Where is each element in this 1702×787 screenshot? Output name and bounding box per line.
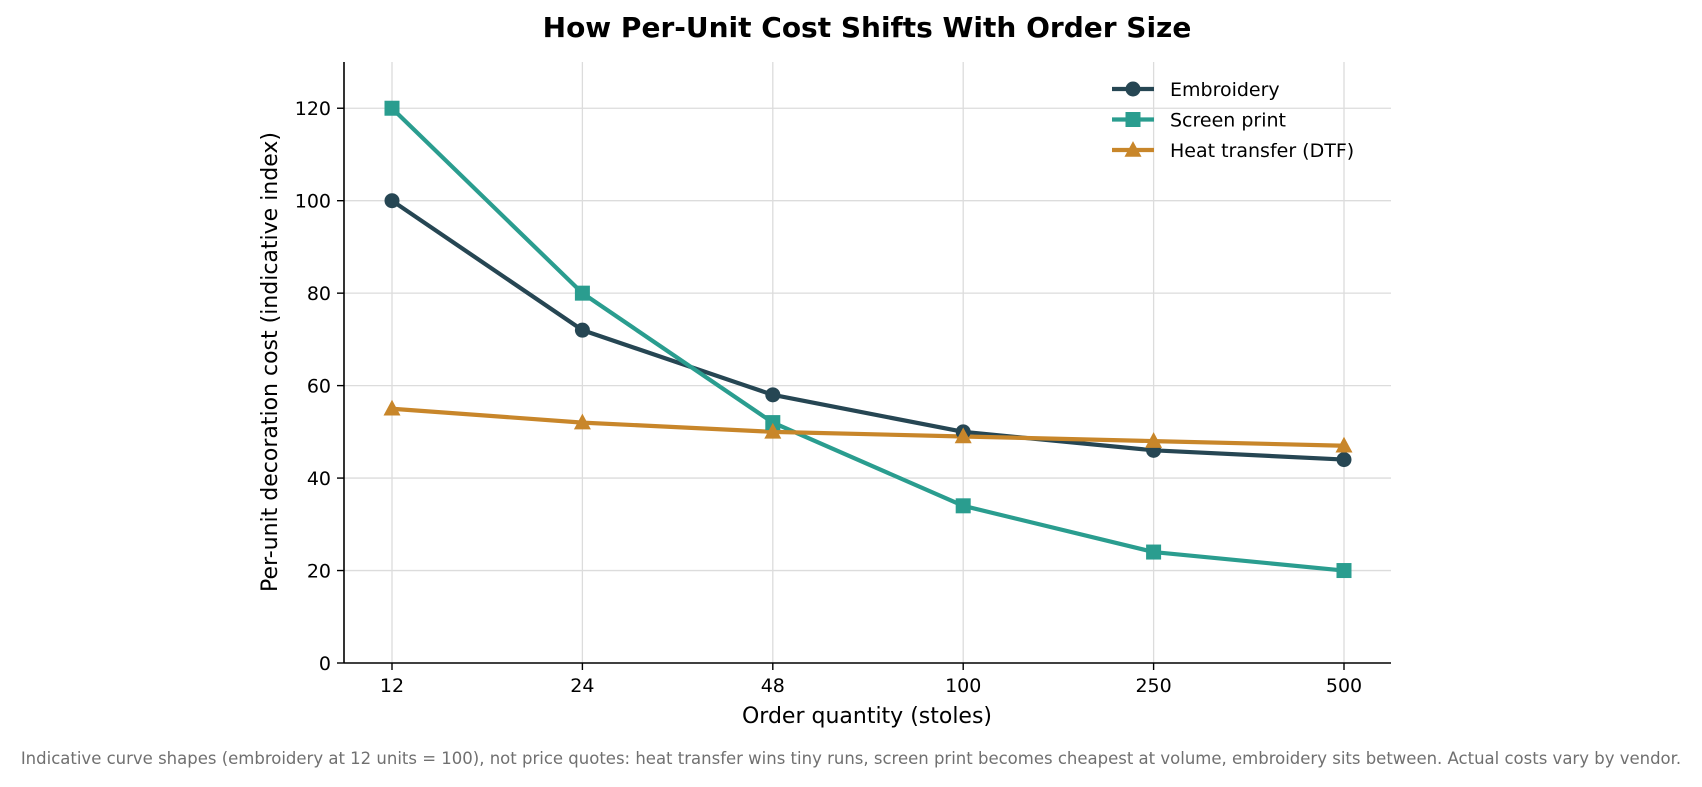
legend-marker-screen-print [1125, 112, 1141, 127]
y-tick-label: 60 [307, 376, 331, 398]
data-point-embroidery [765, 387, 781, 403]
y-tick-label: 100 [295, 191, 331, 213]
series-markers [383, 100, 1353, 579]
x-tick-label: 250 [1135, 675, 1171, 697]
data-point-screen-print [765, 415, 781, 431]
data-point-heat-transfer-dtf [1145, 432, 1163, 448]
y-axis-label: Per-unit decoration cost (indicative ind… [258, 132, 283, 592]
legend-marker-embroidery [1125, 81, 1141, 97]
data-point-screen-print [574, 285, 590, 301]
y-tick-label: 20 [307, 561, 331, 583]
series-lines [389, 106, 1347, 573]
y-tick-label: 120 [295, 98, 331, 120]
data-point-screen-print [384, 100, 400, 116]
legend-label-heat-transfer-dtf: Heat transfer (DTF) [1170, 140, 1354, 162]
axes [343, 62, 1391, 664]
grid [344, 62, 1391, 663]
y-ticks: 0 20 40 60 80 100 120 [295, 98, 344, 675]
data-point-heat-transfer-dtf [764, 422, 782, 439]
series-line-heat-transfer-dtf [389, 406, 1347, 448]
data-point-screen-print [1146, 544, 1162, 560]
chart-caption: Indicative curve shapes (embroidery at 1… [21, 749, 1681, 768]
y-tick-label: 0 [319, 653, 331, 675]
x-tick-label: 12 [380, 675, 404, 697]
data-point-embroidery [574, 322, 590, 338]
legend-marker-heat-transfer-dtf [1124, 141, 1142, 157]
legend: Embroidery Screen print Heat transfer (DTF… [1112, 79, 1354, 162]
y-tick-label: 40 [307, 468, 331, 490]
series-line-embroidery [389, 198, 1347, 462]
data-point-heat-transfer-dtf [1335, 436, 1353, 453]
y-tick-label: 80 [307, 283, 331, 305]
x-tick-label: 48 [761, 675, 785, 697]
legend-label-screen-print: Screen print [1170, 110, 1286, 132]
x-ticks: 12 24 48 100 250 500 [380, 663, 1362, 697]
legend-label-embroidery: Embroidery [1170, 79, 1280, 101]
data-point-screen-print [1336, 563, 1352, 579]
data-point-heat-transfer-dtf [573, 413, 591, 430]
data-point-embroidery [1336, 452, 1352, 468]
x-tick-label: 24 [570, 675, 594, 697]
data-point-heat-transfer-dtf [383, 399, 401, 416]
x-axis-label: Order quantity (stoles) [742, 704, 992, 729]
chart-title: How Per-Unit Cost Shifts With Order Size [543, 11, 1192, 44]
x-tick-label: 500 [1326, 675, 1362, 697]
x-tick-label: 100 [945, 675, 981, 697]
data-point-embroidery [384, 193, 400, 209]
data-point-heat-transfer-dtf [954, 427, 972, 444]
series-line-screen-print [389, 106, 1347, 573]
data-point-screen-print [955, 498, 971, 514]
